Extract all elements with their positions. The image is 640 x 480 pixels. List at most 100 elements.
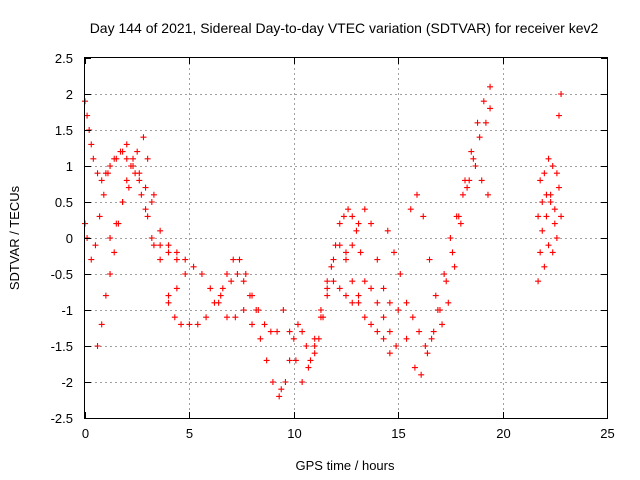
data-point: [117, 148, 124, 155]
data-point: [123, 177, 130, 184]
data-point: [391, 249, 398, 256]
y-tick-label: 0.5: [55, 195, 73, 210]
data-point: [355, 220, 362, 227]
data-point: [343, 249, 349, 256]
data-point: [242, 271, 249, 277]
data-point: [541, 170, 548, 177]
data-point: [349, 299, 356, 306]
data-point: [343, 292, 349, 299]
data-point: [368, 285, 375, 292]
data-point: [165, 249, 172, 256]
data-point: [441, 271, 448, 277]
data-point: [355, 292, 362, 299]
data-point: [386, 299, 393, 306]
data-point: [476, 134, 483, 141]
y-tick-label: -2: [61, 375, 73, 390]
data-point: [340, 213, 347, 220]
data-point: [384, 227, 391, 234]
data-point: [324, 278, 331, 285]
data-point: [142, 184, 149, 191]
data-point: [294, 321, 301, 328]
data-point: [150, 191, 157, 198]
data-point: [286, 357, 293, 364]
data-point: [386, 350, 393, 357]
data-point: [543, 213, 550, 220]
data-point: [472, 163, 479, 169]
data-point: [223, 314, 230, 321]
x-tick-label: 10: [287, 426, 301, 441]
data-point: [223, 271, 230, 277]
data-point: [113, 220, 120, 227]
data-point: [555, 112, 562, 119]
data-point: [299, 379, 306, 385]
data-point: [107, 271, 114, 277]
data-point: [98, 177, 105, 184]
data-point: [102, 292, 109, 299]
data-point: [345, 206, 352, 213]
data-point: [374, 328, 381, 335]
data-point: [403, 299, 410, 306]
data-point: [551, 220, 558, 227]
data-point: [428, 335, 435, 342]
data-point: [478, 177, 485, 184]
x-tick-label: 0: [82, 426, 89, 441]
data-point: [88, 141, 95, 148]
data-point: [487, 105, 494, 112]
data-point: [549, 249, 556, 256]
data-point: [393, 343, 400, 349]
data-point: [547, 199, 554, 205]
data-point: [286, 328, 293, 335]
data-point: [487, 83, 494, 90]
data-point: [280, 307, 287, 313]
data-point: [171, 314, 178, 321]
data-point: [470, 155, 477, 162]
data-point: [88, 256, 95, 263]
data-point: [119, 199, 126, 205]
data-point: [464, 184, 471, 191]
data-point: [232, 314, 239, 321]
data-point: [413, 191, 420, 198]
data-point: [368, 220, 375, 227]
data-point: [303, 343, 310, 349]
data-point: [148, 235, 155, 241]
data-point: [132, 170, 139, 177]
y-tick-label: 0: [66, 231, 73, 246]
data-point: [142, 206, 149, 213]
chart-title: Day 144 of 2021, Sidereal Day-to-day VTE…: [90, 20, 599, 36]
y-tick-label: -0.5: [51, 267, 73, 282]
data-point: [307, 357, 314, 364]
data-point: [447, 235, 454, 241]
y-axis-label: SDTVAR / TECUs: [7, 185, 22, 290]
data-point: [98, 321, 105, 328]
y-tick-label: -1.5: [51, 339, 73, 354]
data-point: [125, 184, 132, 191]
plot-frame: [84, 57, 608, 419]
data-point: [269, 379, 276, 385]
data-point: [311, 350, 318, 357]
data-point: [130, 155, 137, 162]
data-point: [276, 393, 283, 400]
y-tick-label: 2: [66, 87, 73, 102]
data-point: [395, 307, 402, 313]
data-point: [305, 364, 312, 371]
data-point: [96, 213, 103, 220]
data-point: [328, 263, 335, 270]
data-point: [136, 177, 143, 184]
data-point: [480, 98, 487, 105]
data-point: [374, 299, 381, 306]
data-point: [380, 314, 387, 321]
x-tick-label: 25: [600, 426, 614, 441]
data-point: [157, 227, 164, 234]
data-point: [127, 163, 134, 169]
data-point: [111, 155, 118, 162]
data-point: [84, 112, 91, 119]
data-point: [123, 141, 130, 148]
data-point: [104, 170, 111, 177]
data-point: [107, 235, 114, 241]
data-point: [361, 206, 368, 213]
data-point: [407, 206, 414, 213]
data-point: [94, 343, 101, 349]
data-point: [553, 235, 560, 241]
data-point: [111, 249, 118, 256]
data-point: [282, 379, 289, 385]
